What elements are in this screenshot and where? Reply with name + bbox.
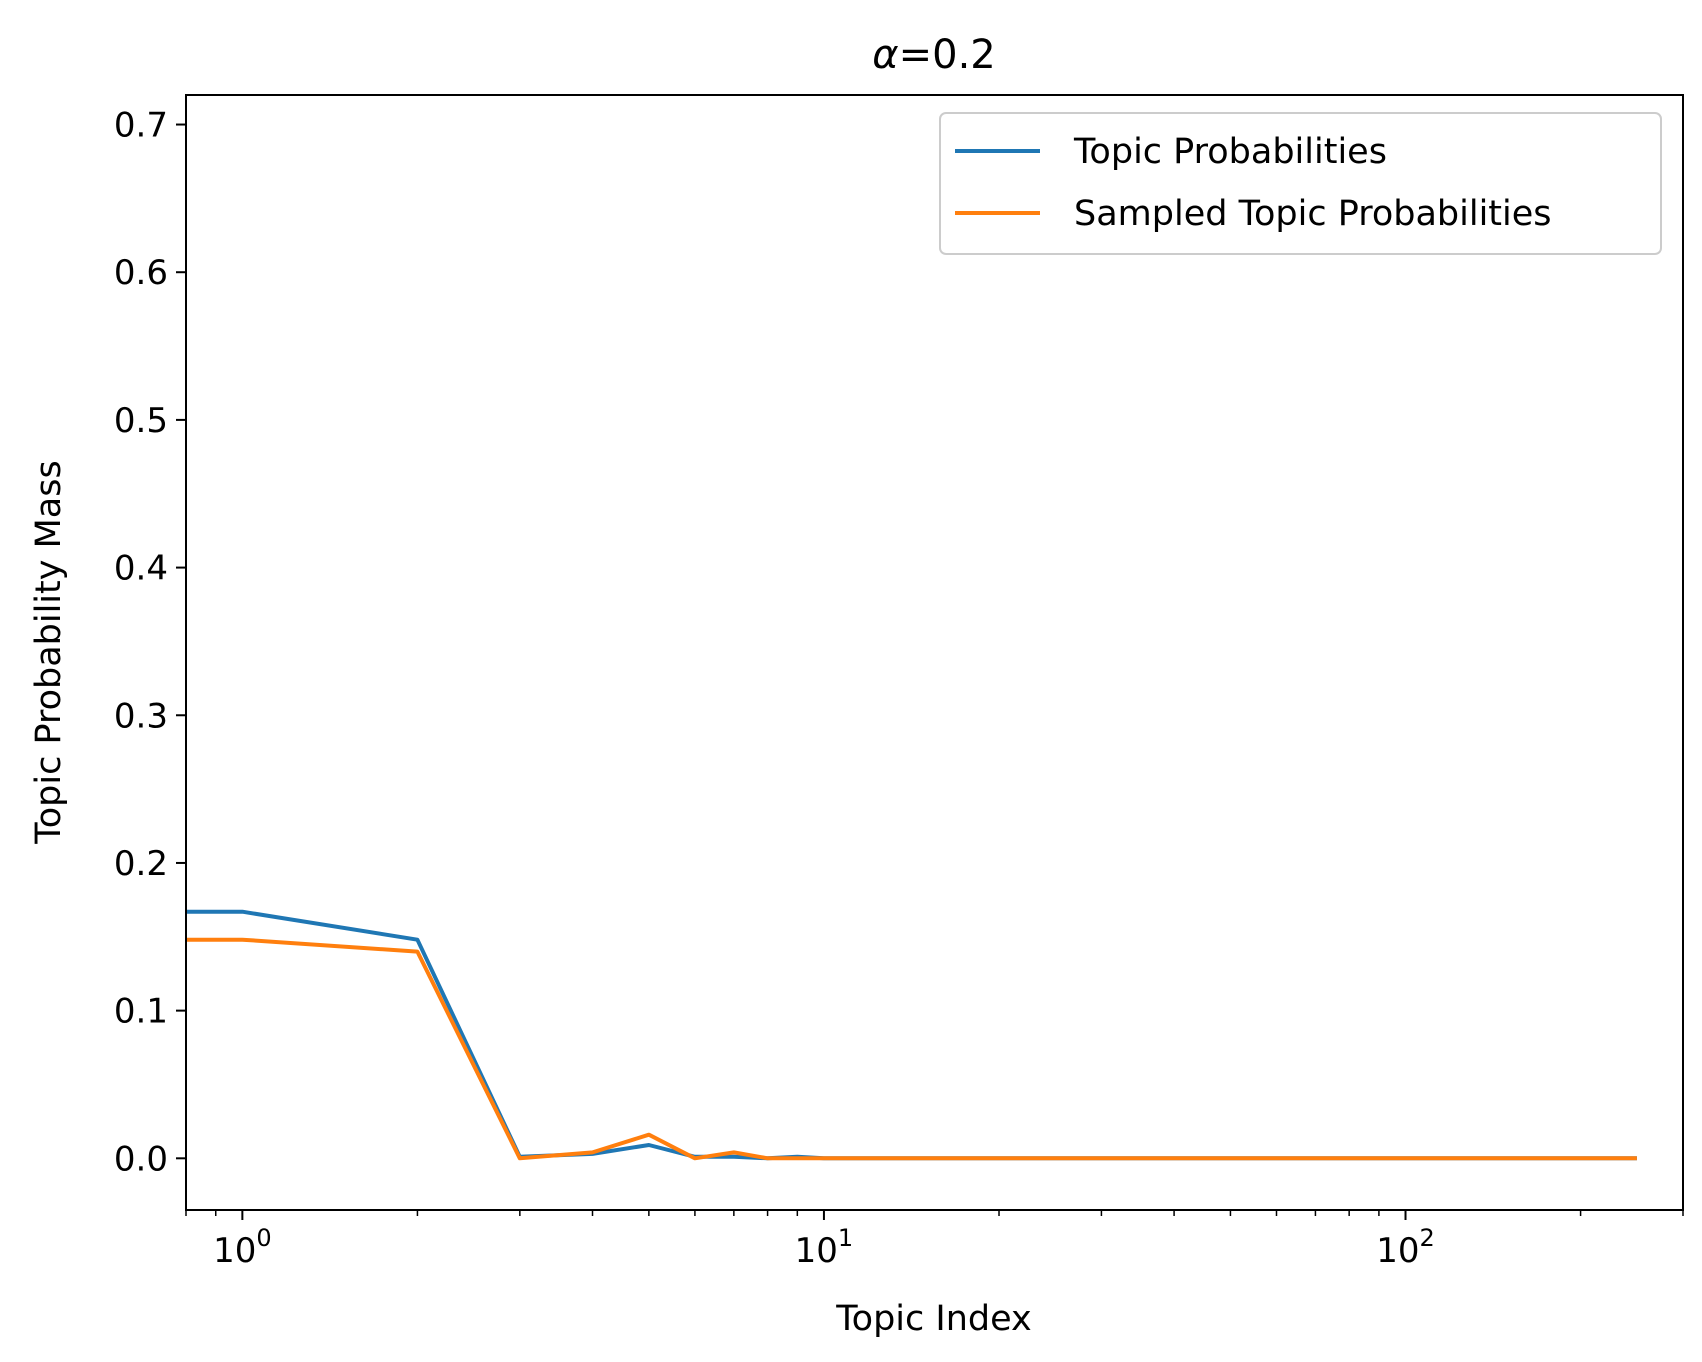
legend-box (939, 112, 1662, 255)
x-tick-label-base: 10 (213, 1231, 256, 1271)
x-tick-label: 100 (213, 1224, 272, 1271)
x-tick-label-exponent: 2 (1420, 1224, 1435, 1252)
axes-frame (185, 94, 1684, 1211)
y-tick-label: 0.5 (114, 401, 168, 441)
legend-label-topic-probabilities: Topic Probabilities (1073, 132, 1387, 172)
chart-title: α=0.2 (872, 32, 996, 78)
plot-area (186, 909, 1637, 1161)
x-tick-label: 101 (795, 1224, 854, 1271)
y-tick-label: 0.7 (114, 106, 168, 146)
y-tick-label: 0.4 (114, 549, 168, 589)
chart-title-symbol: α (872, 32, 898, 78)
y-axis-ticks: 0.0 0.1 0.2 0.3 0.4 0.5 0.6 0.7 (114, 106, 186, 1179)
x-tick-label-exponent: 1 (838, 1224, 853, 1252)
y-tick-label: 0.0 (114, 1139, 168, 1179)
x-tick-label-base: 10 (1376, 1231, 1419, 1271)
x-axis-ticks: 100 101 102 (185, 1210, 1684, 1271)
chart-title-value: =0.2 (899, 32, 996, 78)
series-line-sampled-topic-probabilities (186, 937, 1637, 1161)
y-tick-label: 0.2 (114, 844, 168, 884)
x-tick-label-base: 10 (795, 1231, 838, 1271)
y-tick-label: 0.1 (114, 992, 168, 1032)
y-tick-label: 0.3 (114, 696, 168, 736)
y-axis-label: Topic Probability Mass (29, 460, 69, 844)
x-tick-label: 102 (1376, 1224, 1435, 1271)
legend-label-sampled-topic-probabilities: Sampled Topic Probabilities (1074, 194, 1552, 234)
legend: Topic Probabilities Sampled Topic Probab… (939, 112, 1662, 255)
y-tick-label: 0.6 (114, 253, 168, 293)
x-axis-label: Topic Index (835, 1299, 1032, 1339)
x-tick-label-exponent: 0 (256, 1224, 271, 1252)
